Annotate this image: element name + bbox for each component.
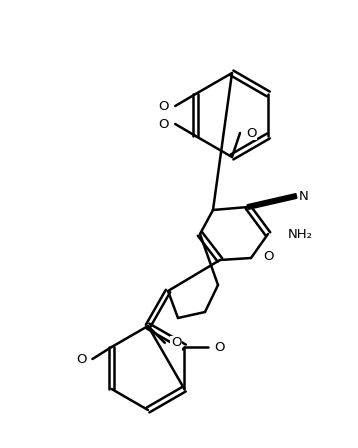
Text: O: O: [263, 250, 274, 263]
Text: NH₂: NH₂: [288, 228, 313, 241]
Text: O: O: [159, 117, 169, 130]
Text: O: O: [76, 353, 86, 366]
Text: O: O: [246, 126, 256, 139]
Text: O: O: [214, 340, 225, 353]
Text: O: O: [171, 336, 181, 349]
Text: N: N: [299, 190, 309, 202]
Text: O: O: [159, 99, 169, 112]
